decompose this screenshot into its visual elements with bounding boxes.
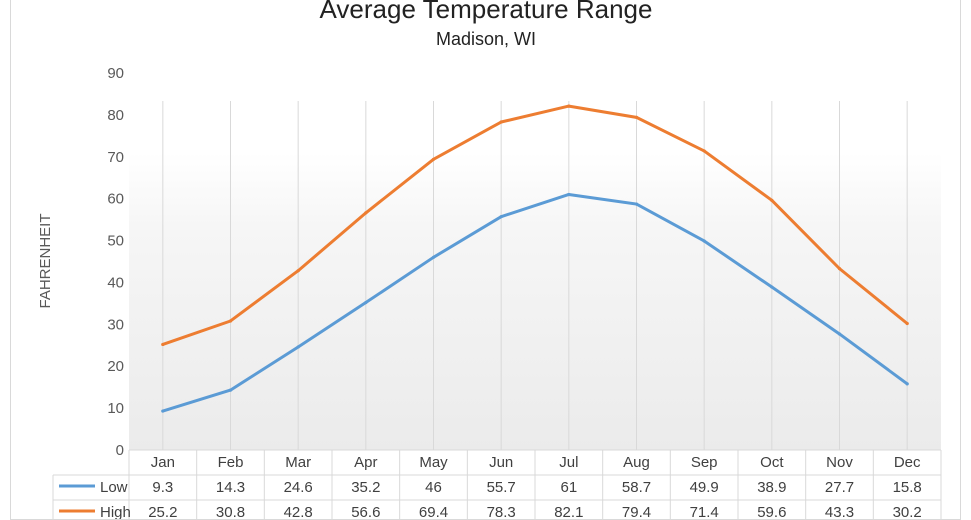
data-point-low — [364, 300, 368, 305]
table-cell: 30.2 — [893, 504, 922, 519]
table-cell: 82.1 — [554, 504, 583, 519]
chart-frame: Average Temperature Range Madison, WI FA… — [10, 0, 961, 520]
y-axis-ticks: 0 10 20 30 40 50 60 70 80 90 — [107, 65, 124, 459]
y-tick-label: 10 — [107, 400, 124, 417]
data-point-high — [770, 198, 774, 202]
y-tick-label: 80 — [107, 107, 124, 124]
table-cell: 43.3 — [825, 504, 854, 519]
data-point-low — [702, 239, 706, 243]
table-cell: 78.3 — [487, 504, 516, 519]
chart: Average Temperature Range Madison, WI FA… — [37, 0, 942, 519]
table-cell: 38.9 — [757, 479, 786, 496]
table-cell: 61 — [560, 479, 577, 496]
table-cell: 35.2 — [351, 479, 380, 496]
table-cell: 15.8 — [893, 479, 922, 496]
data-point-high — [634, 115, 639, 120]
data-point-high — [228, 319, 233, 323]
data-point-low — [567, 192, 571, 197]
legend-label-high: High — [100, 504, 131, 519]
data-point-low — [161, 409, 165, 413]
x-tick-label: Jun — [489, 454, 513, 471]
chart-subtitle: Madison, WI — [436, 29, 536, 49]
series-line-low — [161, 192, 909, 413]
plot-area-background — [129, 152, 941, 450]
data-point-high — [364, 211, 368, 215]
data-point-low — [634, 202, 639, 206]
x-tick-label: Jul — [559, 454, 578, 471]
table-cell: 56.6 — [351, 504, 380, 519]
table-cell: 71.4 — [690, 504, 719, 519]
data-point-high — [431, 157, 436, 161]
series-line-high — [161, 104, 909, 346]
y-tick-label: 40 — [107, 274, 124, 291]
grid — [162, 101, 908, 450]
table-cell: 42.8 — [284, 504, 313, 519]
y-tick-label: 60 — [107, 191, 124, 208]
table-cell: 58.7 — [622, 479, 651, 496]
table-cell: 14.3 — [216, 479, 245, 496]
x-tick-label: Mar — [285, 454, 311, 471]
x-tick-label: Sep — [691, 454, 718, 471]
data-point-high — [837, 267, 842, 271]
y-tick-label: 20 — [107, 358, 124, 375]
table-cell: 49.9 — [690, 479, 719, 496]
x-tick-label: May — [419, 454, 448, 471]
table-cell: 24.6 — [284, 479, 313, 496]
x-tick-label: Dec — [894, 454, 921, 471]
x-tick-label: Apr — [354, 454, 377, 471]
table-cell: 46 — [425, 479, 442, 496]
data-point-low — [499, 215, 503, 219]
data-point-low — [228, 388, 233, 392]
y-tick-label: 90 — [107, 65, 124, 82]
data-point-low — [431, 255, 436, 259]
table-cell: 59.6 — [757, 504, 786, 519]
y-axis-label: FAHRENHEIT — [37, 213, 54, 308]
x-tick-label: Nov — [826, 454, 853, 471]
x-tick-label: Feb — [218, 454, 244, 471]
data-point-high — [905, 321, 909, 326]
data-point-low — [837, 332, 842, 336]
data-point-high — [161, 342, 165, 347]
y-tick-label: 0 — [116, 442, 124, 459]
series-lines — [161, 104, 909, 413]
data-point-low — [905, 382, 909, 386]
chart-title: Average Temperature Range — [320, 0, 653, 24]
legend-label-low: Low — [100, 479, 128, 496]
data-point-high — [499, 120, 503, 124]
table-cell: 69.4 — [419, 504, 448, 519]
data-point-high — [296, 269, 300, 273]
table-cell: 27.7 — [825, 479, 854, 496]
x-tick-label: Aug — [623, 454, 650, 471]
x-tick-label: Jan — [151, 454, 175, 471]
x-tick-label: Oct — [760, 454, 784, 471]
table-cell: 55.7 — [487, 479, 516, 496]
data-point-high — [567, 104, 571, 108]
table-cell: 79.4 — [622, 504, 651, 519]
y-tick-label: 70 — [107, 149, 124, 166]
table-cell: 9.3 — [152, 479, 173, 496]
data-table: Jan Feb Mar Apr May Jun Jul Aug Sep Oct Nov Dec Low 9… — [52, 449, 942, 519]
y-tick-label: 50 — [107, 233, 124, 250]
table-cell: 25.2 — [148, 504, 177, 519]
data-point-low — [770, 285, 774, 289]
data-point-low — [296, 345, 300, 349]
y-tick-label: 30 — [107, 316, 124, 333]
table-cell: 30.8 — [216, 504, 245, 519]
data-point-high — [702, 149, 706, 153]
